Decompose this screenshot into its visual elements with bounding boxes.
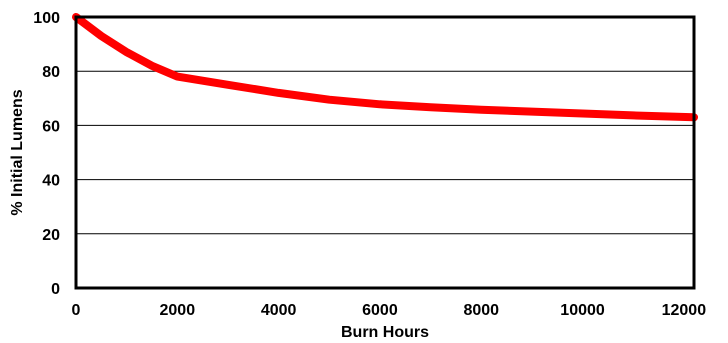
y-tick-label: 20 [42, 227, 60, 244]
gridlines [76, 70, 694, 235]
x-tick-label: 0 [72, 302, 81, 319]
x-tick-label: 12000 [662, 302, 707, 319]
x-axis-ticks: 0 2000 4000 6000 8000 10000 12000 [72, 302, 707, 319]
y-axis-ticks: 0 20 40 60 80 100 [33, 10, 60, 298]
y-tick-label: 80 [42, 64, 60, 81]
series-layer [72, 13, 698, 122]
x-tick-label: 6000 [362, 302, 398, 319]
x-tick-label: 10000 [560, 302, 605, 319]
x-axis-title: Burn Hours [341, 324, 429, 341]
y-tick-label: 40 [42, 173, 60, 190]
plot-frame [74, 15, 696, 290]
x-tick-label: 8000 [463, 302, 499, 319]
y-tick-label: 0 [51, 281, 60, 298]
y-axis-title: % Initial Lumens [9, 89, 26, 215]
x-tick-label: 4000 [261, 302, 297, 319]
series-line-1 [72, 13, 698, 122]
y-tick-label: 100 [33, 10, 60, 27]
y-tick-label: 60 [42, 118, 60, 135]
x-tick-label: 2000 [160, 302, 196, 319]
